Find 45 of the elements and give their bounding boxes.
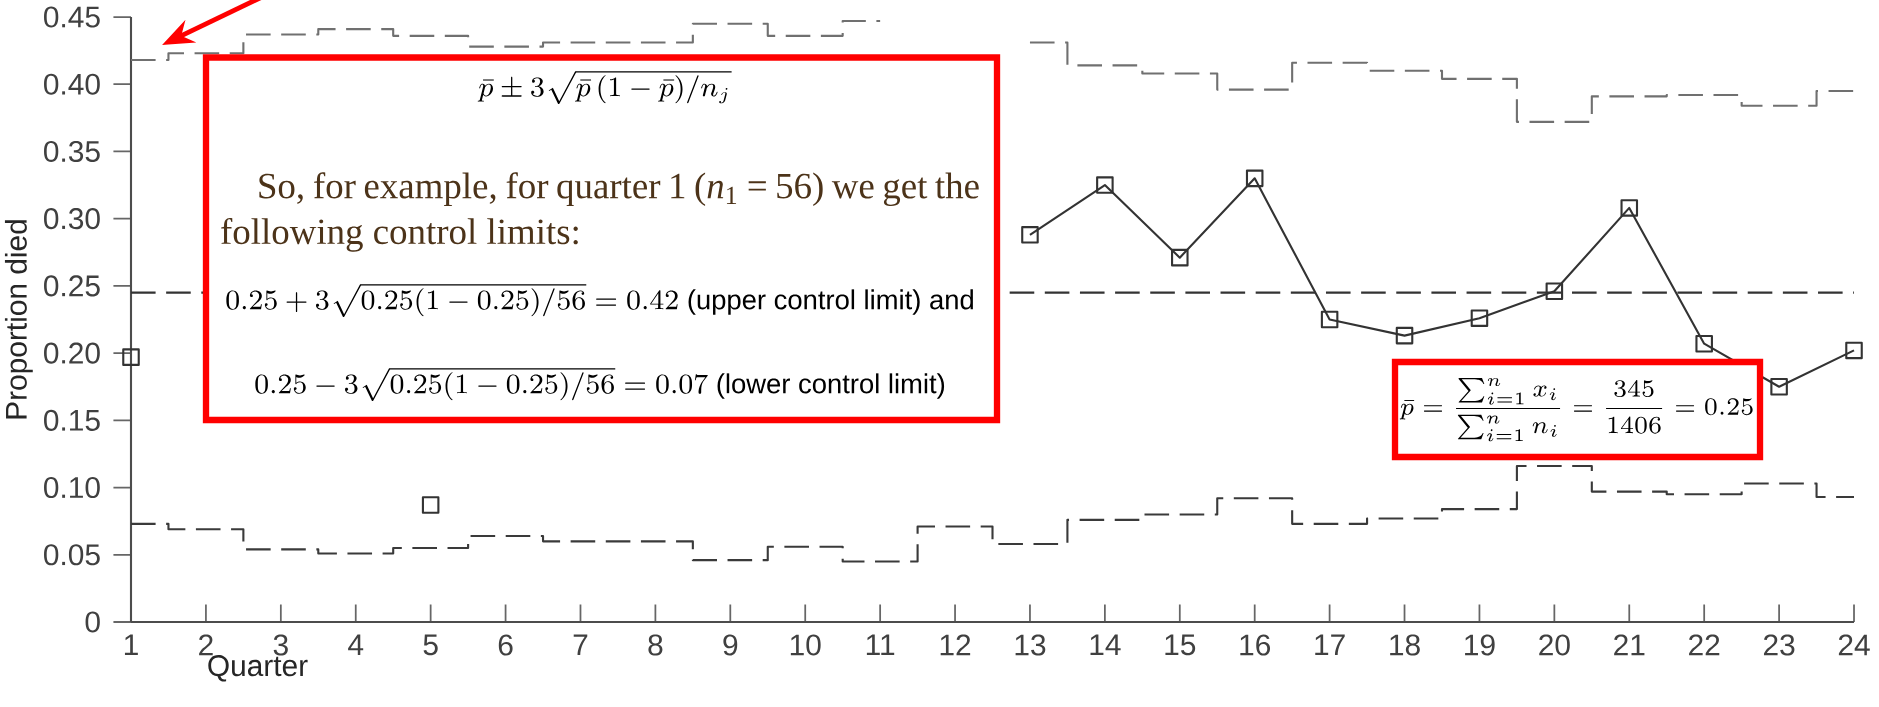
y-tick-label: 0.25 xyxy=(44,275,100,297)
x-tick-label: 8 xyxy=(648,634,663,656)
point xyxy=(421,496,440,514)
text: So, for example, for quarter 1 (n$_{1}$ = 56) we get the following control limits: xyxy=(221,172,979,252)
x-tick-label: 19 xyxy=(1465,634,1495,656)
y-tick-label: 0.45 xyxy=(44,6,100,28)
x-tick-label: 10 xyxy=(790,634,821,656)
x-tick-label: 17 xyxy=(1315,634,1345,655)
x-tick-label: 21 xyxy=(1614,634,1645,656)
x-axis-title: Quarter xyxy=(208,655,308,682)
y-tick-label: 0.20 xyxy=(44,342,100,364)
x-tick-label: 15 xyxy=(1165,634,1196,656)
x-tick-label: 11 xyxy=(866,634,895,655)
x-tick-label: 23 xyxy=(1763,634,1795,656)
y-tick-label: 0.05 xyxy=(44,544,100,566)
annotation: (lower control limit) xyxy=(717,373,945,399)
y-tick-label: 0 xyxy=(85,611,100,633)
x-tick-label: 1 xyxy=(124,634,138,655)
x-tick-label: 4 xyxy=(348,634,364,655)
x-tick-label: 22 xyxy=(1689,634,1720,656)
x-tick-label: 2 xyxy=(199,634,213,656)
x-tick-label: 24 xyxy=(1838,634,1870,656)
x-tick-label: 20 xyxy=(1539,634,1570,656)
y-tick-label: 0.10 xyxy=(44,477,100,499)
y-tick-label: 0.35 xyxy=(44,140,100,163)
x-tick-label: 9 xyxy=(723,634,738,656)
x-tick-label: 16 xyxy=(1240,634,1271,656)
annotation: $\bar{p} = \frac{\sum_{i=1}^{n} x_i}{\sum_{i=1}^{n} n_i} = \frac{345}{1406} = 0.25$ xyxy=(1399,377,1753,442)
y-tick-label: 0.15 xyxy=(44,409,100,431)
annotation: $0.25 + 3\sqrt{0.25(1-0.25)/56} = 0.42$ xyxy=(226,284,678,318)
x-tick-label: 12 xyxy=(940,634,971,656)
x-tick-label: 13 xyxy=(1015,634,1046,656)
x-tick-label: 14 xyxy=(1090,634,1121,655)
y-axis-title: Proportion died xyxy=(4,220,33,419)
x-tick-label: 3 xyxy=(273,634,288,656)
annotation: $0.25 - 3\sqrt{0.25(1-0.25)/56} = 0.07$ xyxy=(255,368,708,402)
annotation: (upper control limit) and xyxy=(688,289,973,315)
x-tick-label: 6 xyxy=(498,634,513,656)
x-tick-label: 5 xyxy=(423,634,438,656)
x-tick-label: 7 xyxy=(573,634,588,655)
point xyxy=(122,348,140,366)
y-tick-label: 0.40 xyxy=(44,73,100,95)
y-tick-label: 0.30 xyxy=(44,208,100,230)
annotation: $\bar{p} \pm 3\sqrt{\bar{p}\,(1-\bar{p})/n_j}$ xyxy=(477,71,732,105)
x-tick-label: 18 xyxy=(1390,634,1420,656)
